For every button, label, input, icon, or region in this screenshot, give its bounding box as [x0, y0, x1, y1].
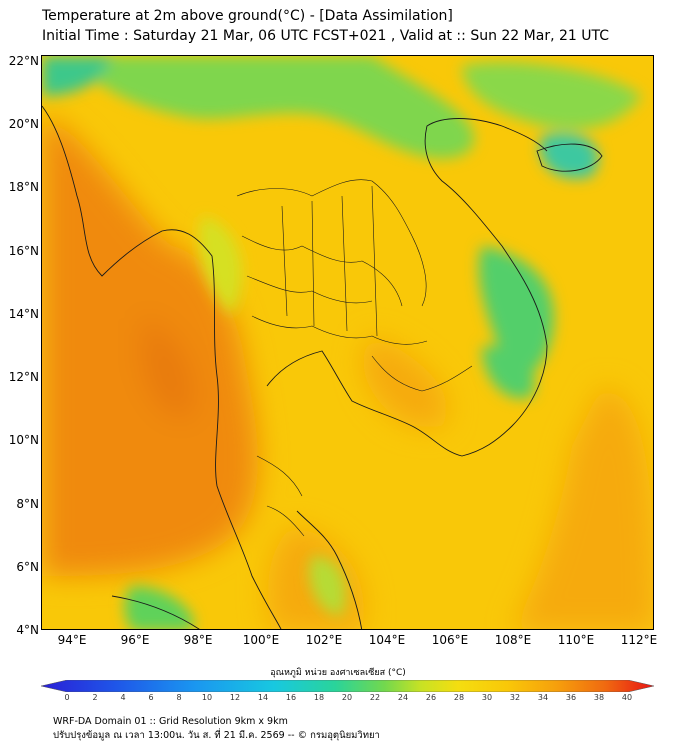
footer-update-info: ปรับปรุงข้อมูล ณ เวลา 13:00น. วัน ส. ที่…	[53, 730, 380, 741]
lon-label-108e: 108°E	[494, 633, 532, 647]
lon-label-98e: 98°E	[183, 633, 213, 647]
hainan-island	[536, 143, 603, 172]
footer-model-info: WRF-DA Domain 01 :: Grid Resolution 9km …	[53, 716, 288, 727]
lon-label-106e: 106°E	[431, 633, 469, 647]
border-south-central	[251, 315, 428, 345]
border-south-thailand	[256, 455, 305, 537]
colorbar-tick: 40	[621, 693, 633, 702]
colorbar-tick: 38	[593, 693, 605, 702]
colorbar-tick: 2	[92, 693, 98, 702]
lon-label-100e: 100°E	[242, 633, 280, 647]
colorbar-tick: 4	[120, 693, 126, 702]
lat-label-12n: 12°N	[8, 370, 39, 384]
colorbar-tick: 30	[481, 693, 493, 702]
colorbar-tick: 26	[425, 693, 437, 702]
coastline-layer	[42, 105, 603, 629]
field-warm-cambodia	[362, 336, 448, 428]
lat-label-4n: 4°N	[16, 623, 39, 637]
lon-label-96e: 96°E	[120, 633, 150, 647]
field-mild-malaysia	[309, 556, 346, 616]
colorbar-tick: 6	[148, 693, 154, 702]
chart-title: Temperature at 2m above ground(°C) - [Da…	[42, 8, 453, 24]
temperature-field-svg	[42, 56, 653, 629]
colorbar-tick: 34	[537, 693, 549, 702]
border-northeast	[241, 235, 403, 307]
colorbar-title: อุณหภูมิ หน่วย องศาเซลเซียส (°C)	[270, 668, 406, 678]
colorbar-tick: 18	[313, 693, 325, 702]
lat-label-22n: 22°N	[8, 54, 39, 68]
lon-label-102e: 102°E	[305, 633, 343, 647]
chart-subtitle: Initial Time : Saturday 21 Mar, 06 UTC F…	[42, 28, 609, 44]
field-cool-vietnam-highlands	[478, 246, 554, 374]
lat-label-18n: 18°N	[8, 180, 39, 194]
colorbar-tick: 10	[201, 693, 213, 702]
lat-label-20n: 20°N	[8, 117, 39, 131]
colorbar-tick: 8	[176, 693, 182, 702]
border-cambodia	[371, 355, 473, 392]
west-coastline	[42, 105, 282, 629]
province-boundaries	[236, 179, 473, 537]
lat-label-8n: 8°N	[16, 497, 39, 511]
colorbar-gradient	[41, 680, 654, 692]
chart-title-block: Temperature at 2m above ground(°C) - [Da…	[42, 6, 609, 46]
field-cool-dalat	[482, 346, 535, 399]
lat-label-14n: 14°N	[8, 307, 39, 321]
lon-label-112e: 112°E	[620, 633, 658, 647]
colorbar-tick: 0	[64, 693, 70, 702]
lon-label-94e: 94°E	[57, 633, 87, 647]
field-cool-northeast	[462, 62, 642, 130]
colorbar-tick: 22	[369, 693, 381, 702]
colorbar-tick: 12	[229, 693, 241, 702]
colorbar-tick: 14	[257, 693, 269, 702]
sumatra-coast	[111, 595, 200, 629]
colorbar	[41, 680, 654, 692]
colorbar-tick: 36	[565, 693, 577, 702]
colorbar-tick: 20	[341, 693, 353, 702]
colorbar-tick: 28	[453, 693, 465, 702]
lat-label-10n: 10°N	[8, 433, 39, 447]
malay-peninsula-east-coast	[296, 510, 363, 629]
gulf-and-vietnam-coastline	[266, 118, 548, 457]
lat-label-6n: 6°N	[16, 560, 39, 574]
border-central	[246, 275, 373, 304]
field-cool-hainan	[540, 133, 599, 179]
lon-label-110e: 110°E	[557, 633, 595, 647]
field-hottest-core	[142, 316, 195, 418]
field-cool-sumatra	[124, 586, 194, 629]
colorbar-tick: 24	[397, 693, 409, 702]
field-mild-north-thailand	[199, 216, 242, 316]
colorbar-tick: 16	[285, 693, 297, 702]
colorbar-tick: 32	[509, 693, 521, 702]
lon-label-104e: 104°E	[368, 633, 406, 647]
field-cool-north	[72, 56, 475, 159]
temperature-map	[41, 55, 654, 630]
lat-label-16n: 16°N	[8, 244, 39, 258]
border-meridional	[281, 185, 378, 337]
field-warm-sea-east	[513, 386, 653, 629]
field-cool-nw	[42, 56, 112, 96]
border-north	[236, 179, 427, 307]
